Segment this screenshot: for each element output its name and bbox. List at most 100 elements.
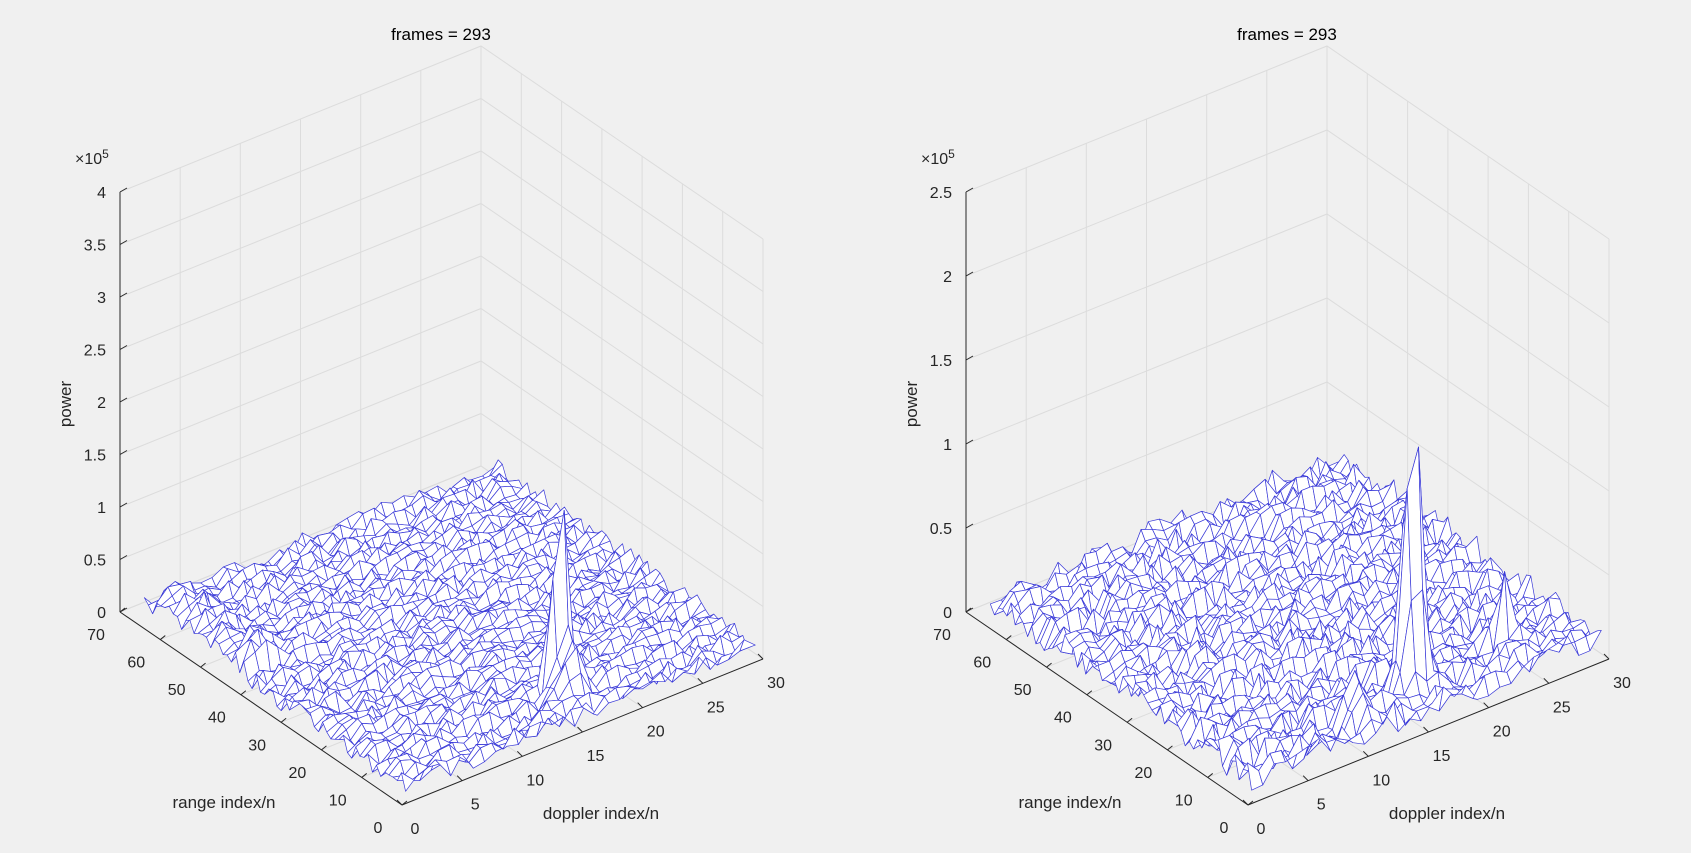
- z-tick-mark: [119, 187, 128, 193]
- x-tick-label: 10: [526, 772, 544, 789]
- x-tick-label: 0: [1257, 821, 1266, 838]
- z-exponent-base: ×10: [921, 151, 948, 168]
- z-tick-mark: [119, 240, 128, 245]
- y-tick-mark: [321, 745, 327, 751]
- y-tick-label: 70: [87, 627, 105, 644]
- z-tick-label: 0: [97, 605, 106, 622]
- x-tick-mark: [757, 653, 764, 660]
- z-axis-label: power: [56, 381, 75, 428]
- z-tick-mark: [119, 555, 128, 560]
- z-tick-mark: [965, 439, 974, 445]
- z-tick-label: 3.5: [84, 238, 106, 255]
- z-tick-label: 1.5: [930, 353, 952, 370]
- z-tick-label: 2: [97, 395, 106, 412]
- x-tick-label: 15: [1433, 748, 1451, 765]
- z-tick-mark: [965, 187, 974, 193]
- y-tick-mark: [1207, 773, 1214, 778]
- z-tick-mark: [119, 450, 128, 455]
- y-tick-mark: [1046, 662, 1052, 668]
- z-tick-mark: [965, 607, 974, 613]
- axes: [965, 187, 1610, 806]
- x-tick-mark: [1483, 702, 1490, 709]
- z-tick-mark: [119, 502, 128, 508]
- surface-mesh: [143, 459, 756, 792]
- x-tick-label: 20: [647, 724, 665, 741]
- z-tick-mark: [119, 345, 128, 350]
- x-tick-label: 30: [767, 675, 785, 692]
- z-tick-label: 3: [97, 290, 106, 307]
- x-tick-mark: [516, 750, 523, 757]
- x-axis-label: doppler index/n: [543, 804, 659, 823]
- z-exponent-label: ×105: [921, 147, 955, 168]
- x-tick-label: 5: [471, 797, 480, 814]
- x-tick-mark: [577, 726, 583, 733]
- z-tick-label: 2: [943, 269, 952, 286]
- x-tick-mark: [697, 677, 704, 684]
- z-tick-label: 0.5: [930, 521, 952, 538]
- x-tick-mark: [1362, 750, 1369, 757]
- z-tick-label: 1: [943, 437, 952, 454]
- y-tick-mark: [159, 635, 166, 640]
- z-exponent-power: 5: [102, 147, 109, 161]
- y-tick-mark: [1126, 717, 1133, 723]
- y-tick-mark: [1247, 800, 1254, 806]
- z-tick-label: 0: [943, 605, 952, 622]
- y-axis-label: range index/n: [172, 793, 275, 812]
- y-tick-label: 60: [127, 655, 145, 672]
- surface-plot-left: frames = 293 051015202530010203040506070…: [56, 25, 785, 838]
- y-tick-label: 40: [1054, 710, 1072, 727]
- y-tick-label: 70: [933, 627, 951, 644]
- z-tick-mark: [119, 292, 128, 298]
- x-tick-label: 25: [707, 699, 725, 716]
- y-tick-label: 10: [1175, 792, 1193, 809]
- y-tick-label: 30: [1094, 737, 1112, 754]
- axes: [119, 187, 764, 806]
- x-tick-mark: [1302, 775, 1309, 782]
- x-tick-label: 25: [1553, 699, 1571, 716]
- surface-cell: [1585, 629, 1602, 652]
- y-axis-line: [965, 611, 1249, 806]
- y-tick-label: 0: [1220, 820, 1229, 837]
- z-exponent-label: ×105: [75, 147, 109, 168]
- y-tick-mark: [1167, 745, 1173, 751]
- y-tick-mark: [200, 662, 206, 668]
- x-tick-label: 15: [587, 748, 605, 765]
- x-tick-mark: [637, 702, 644, 709]
- y-tick-mark: [401, 800, 408, 806]
- z-tick-label: 2.5: [930, 185, 952, 202]
- x-tick-label: 10: [1372, 772, 1390, 789]
- y-tick-mark: [280, 717, 287, 723]
- y-tick-mark: [361, 773, 368, 778]
- z-tick-label: 2.5: [84, 343, 106, 360]
- z-tick-label: 0.5: [84, 553, 106, 570]
- x-tick-label: 5: [1317, 797, 1326, 814]
- y-tick-label: 60: [973, 655, 991, 672]
- z-tick-label: 4: [97, 185, 106, 202]
- y-tick-label: 40: [208, 710, 226, 727]
- x-tick-mark: [1603, 653, 1610, 660]
- z-exponent-base: ×10: [75, 151, 102, 168]
- surface-plot-right: frames = 293 051015202530010203040506070…: [902, 25, 1631, 838]
- y-tick-label: 0: [374, 820, 383, 837]
- y-tick-label: 20: [1135, 765, 1153, 782]
- x-axis-label: doppler index/n: [1389, 804, 1505, 823]
- y-tick-label: 50: [168, 682, 186, 699]
- tick-labels: 0 5 10 15 20 25 30 0 10 20 30 40 50 60 70 0 0.5 1 1.5 2 2.5 3…: [84, 185, 785, 838]
- x-tick-mark: [1423, 726, 1429, 733]
- z-tick-mark: [119, 607, 128, 613]
- x-tick-label: 0: [411, 821, 420, 838]
- surface-mesh: [989, 446, 1602, 791]
- z-tick-label: 1.5: [84, 448, 106, 465]
- z-exponent-power: 5: [948, 147, 955, 161]
- x-tick-label: 20: [1493, 724, 1511, 741]
- y-tick-mark: [1005, 635, 1012, 640]
- grid-line-y: [119, 46, 482, 613]
- z-tick-label: 1: [97, 500, 106, 517]
- z-tick-mark: [965, 523, 974, 529]
- y-tick-mark: [240, 690, 247, 696]
- chart-title: frames = 293: [1237, 25, 1337, 44]
- x-tick-mark: [1543, 677, 1550, 684]
- y-tick-label: 30: [248, 737, 266, 754]
- y-axis-label: range index/n: [1018, 793, 1121, 812]
